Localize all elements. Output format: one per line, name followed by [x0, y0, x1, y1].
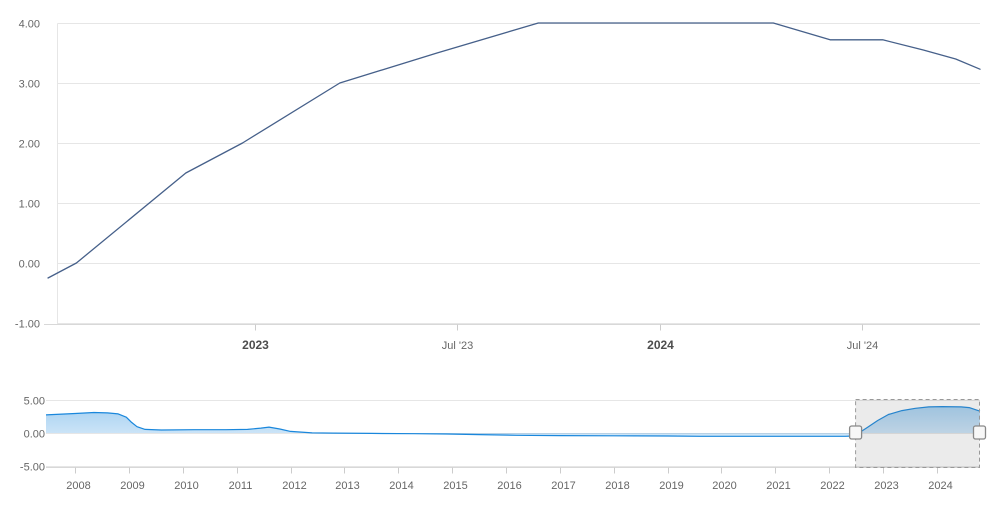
main-y-axis-label: 3.00: [19, 79, 40, 91]
main-chart-grid: [44, 23, 980, 331]
navigator-x-axis-label: 2024: [928, 480, 952, 492]
navigator-selected-range[interactable]: [855, 399, 980, 468]
navigator-x-axis-label: 2014: [389, 480, 413, 492]
navigator-x-axis-label: 2019: [659, 480, 683, 492]
main-y-axis-label: 0.00: [19, 259, 40, 271]
navigator-x-axis-label: 2013: [335, 480, 359, 492]
main-x-axis-label: 2024: [647, 338, 674, 352]
main-x-axis-label: Jul '23: [442, 340, 473, 352]
navigator-series: [45, 395, 981, 468]
navigator-y-axis-label: 0.00: [24, 429, 45, 441]
navigator-x-axis-label: 2021: [766, 480, 790, 492]
navigator-x-axis-label: 2022: [820, 480, 844, 492]
navigator-x-axis-label: 2009: [120, 480, 144, 492]
navigator-x-axis-label: 2008: [66, 480, 90, 492]
navigator-x-axis-label: 2017: [551, 480, 575, 492]
main-y-axis-label: -1.00: [15, 319, 40, 331]
main-y-axis-label: 4.00: [19, 19, 40, 31]
main-x-axis-label: 2023: [242, 338, 269, 352]
main-y-axis-label: 2.00: [19, 139, 40, 151]
main-y-axis-label: 1.00: [19, 199, 40, 211]
navigator-handle-right[interactable]: [972, 425, 987, 440]
main-series-line: [47, 22, 981, 279]
main-chart-series: [47, 10, 981, 325]
navigator-x-axis-label: 2011: [229, 480, 253, 492]
navigator-line: [45, 406, 981, 437]
navigator-x-axis-label: 2012: [282, 480, 306, 492]
navigator-x-axis-label: 2018: [605, 480, 629, 492]
navigator-handle-left[interactable]: [848, 425, 863, 440]
main-x-axis-label: Jul '24: [847, 340, 878, 352]
navigator-x-axis-label: 2015: [443, 480, 467, 492]
navigator-x-axis-label: 2020: [712, 480, 736, 492]
navigator-x-axis-label: 2023: [874, 480, 898, 492]
navigator-y-axis-label: 5.00: [24, 396, 45, 408]
main-chart-axis-labels: 4.00 3.00 2.00 1.00 0.00 -1.00 2023 Jul '23 2024…: [15, 19, 878, 353]
navigator-axis-labels: 5.00 0.00 -5.00 2008 2009 2010 2011 2012 2013 201…: [20, 396, 953, 493]
navigator-x-axis-label: 2010: [174, 480, 198, 492]
main-plot-area[interactable]: [48, 10, 980, 325]
navigator-x-axis-label: 2016: [497, 480, 521, 492]
navigator-y-axis-label: -5.00: [20, 462, 45, 474]
navigator-track[interactable]: [46, 395, 980, 468]
navigator-selection[interactable]: [848, 399, 987, 468]
